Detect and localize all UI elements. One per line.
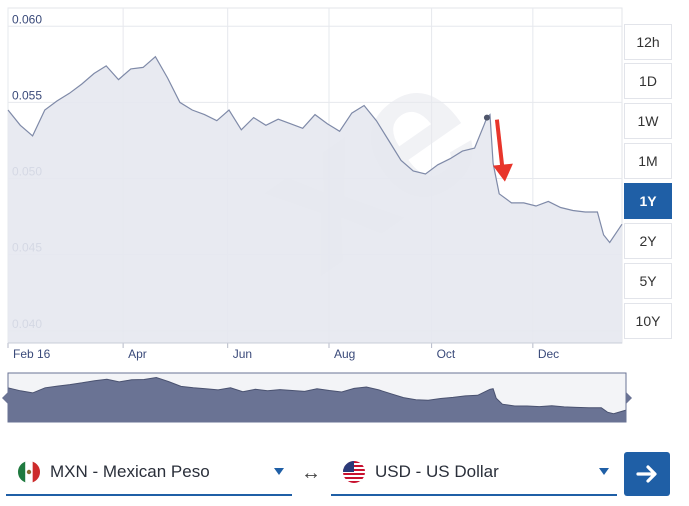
x-tick-label: Oct [437,347,456,361]
range-button-2y[interactable]: 2Y [624,223,672,259]
navigator-right-handle[interactable] [626,392,632,404]
range-button-1w[interactable]: 1W [624,103,672,139]
range-button-5y[interactable]: 5Y [624,263,672,299]
annotation-point [483,114,490,121]
range-button-1m[interactable]: 1M [624,143,672,179]
mexico-flag-icon [18,461,40,483]
to-currency-dropdown-icon [599,468,609,475]
from-currency-dropdown-icon [274,468,284,475]
range-button-12h[interactable]: 12h [624,24,672,60]
from-currency-label: MXN - Mexican Peso [50,462,210,481]
x-tick-label: Apr [128,347,147,361]
x-tick-label: Dec [538,347,559,361]
range-button-1d[interactable]: 1D [624,63,672,99]
x-tick-label: Feb 16 [13,347,51,361]
range-button-10y[interactable]: 10Y [624,303,672,339]
series-area [8,56,622,343]
red-arrow-head [492,163,513,182]
red-arrow-shaft [494,119,505,173]
to-currency-select[interactable]: USD - US Dollar [331,450,617,496]
from-currency-select[interactable]: MXN - Mexican Peso [6,450,292,496]
go-button[interactable] [624,452,670,496]
y-tick-label: 0.055 [12,88,42,102]
range-button-1y[interactable]: 1Y [624,183,672,219]
navigator-series-area [8,377,626,422]
series-line [7,55,623,244]
navigator-left-handle[interactable] [2,392,8,404]
y-tick-label: 0.060 [12,12,42,26]
navigator-series-line [7,376,627,415]
x-tick-label: Jun [233,347,252,361]
swap-currencies-icon[interactable]: ↔ [301,462,321,484]
x-tick-label: Aug [334,347,355,361]
arrow-right-icon [636,465,657,483]
to-currency-label: USD - US Dollar [375,462,499,481]
usa-flag-icon [343,461,365,483]
